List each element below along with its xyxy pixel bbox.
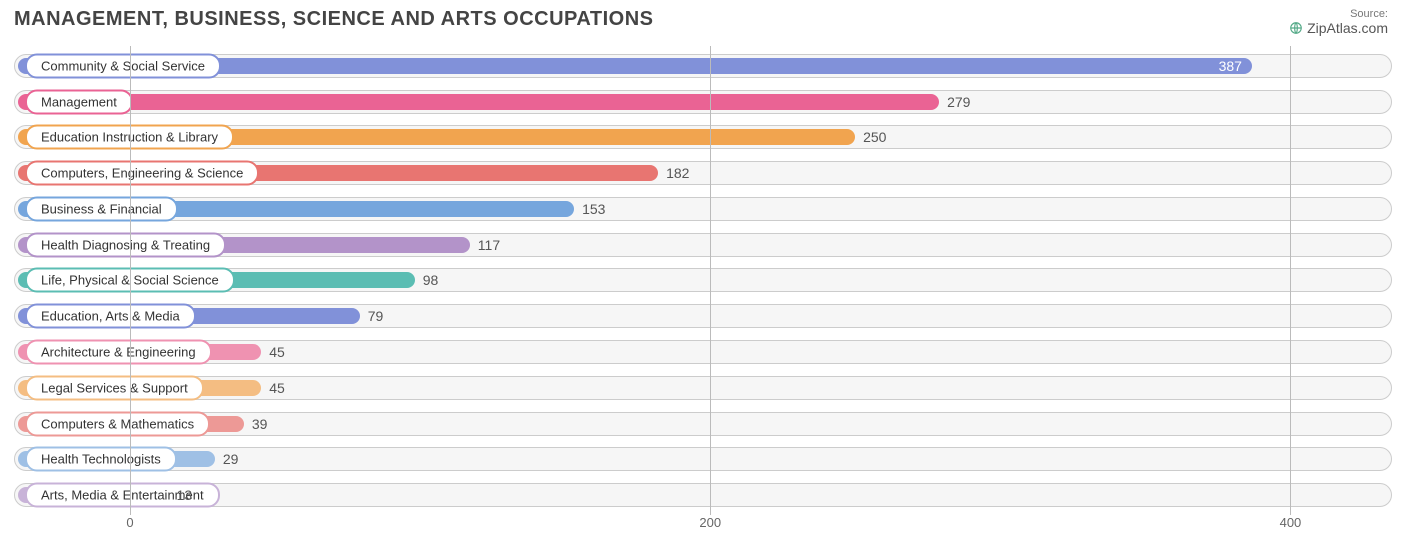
bar-value: 45 xyxy=(269,380,285,396)
bar-row: Legal Services & Support 45 xyxy=(14,374,1392,402)
bar-value: 13 xyxy=(177,487,193,503)
bar-track: Health Diagnosing & Treating 117 xyxy=(14,233,1392,257)
bar-rows: Community & Social Service 387 Management 2… xyxy=(14,46,1392,515)
bar-track: Legal Services & Support 45 xyxy=(14,376,1392,400)
bar-value: 182 xyxy=(666,165,689,181)
bar-row: Arts, Media & Entertainment13 xyxy=(14,481,1392,509)
bar-row: Life, Physical & Social Science98 xyxy=(14,266,1392,294)
globe-icon xyxy=(1289,21,1303,35)
gridline xyxy=(710,46,711,515)
bar-row: Education, Arts & Media 79 xyxy=(14,302,1392,330)
bar-row: Education Instruction & Library250 xyxy=(14,123,1392,151)
bar-value: 98 xyxy=(423,272,439,288)
x-axis: 0 200 400 xyxy=(14,515,1392,535)
x-tick: 200 xyxy=(699,515,721,530)
source-attribution: Source: ZipAtlas.com xyxy=(1289,8,1388,38)
bar-value: 117 xyxy=(478,237,500,253)
bar-label-pill: Health Technologists xyxy=(25,447,177,472)
bar-value: 387 xyxy=(1219,58,1242,74)
bar-row: Business & Financial 153 xyxy=(14,195,1392,223)
bar-label-pill: Business & Financial xyxy=(25,196,178,221)
bar-track: Management 279 xyxy=(14,90,1392,114)
bar-row: Computers, Engineering & Science 182 xyxy=(14,159,1392,187)
source-label: Source: xyxy=(1289,8,1388,20)
bar-track: Education, Arts & Media 79 xyxy=(14,304,1392,328)
chart: Community & Social Service 387 Management 2… xyxy=(14,46,1392,535)
source-name: ZipAtlas.com xyxy=(1307,20,1388,36)
bar-value: 153 xyxy=(582,201,605,217)
bar-track: Computers, Engineering & Science 182 xyxy=(14,161,1392,185)
bar-label-pill: Architecture & Engineering xyxy=(25,340,212,365)
chart-title: MANAGEMENT, BUSINESS, SCIENCE AND ARTS O… xyxy=(14,8,653,31)
x-tick: 0 xyxy=(126,515,133,530)
bar-row: Management 279 xyxy=(14,88,1392,116)
header: MANAGEMENT, BUSINESS, SCIENCE AND ARTS O… xyxy=(0,0,1406,42)
bar-row: Health Diagnosing & Treating 117 xyxy=(14,231,1392,259)
bar-label-pill: Community & Social Service xyxy=(25,53,221,78)
bar-value: 279 xyxy=(947,94,970,110)
bar-label-pill: Computers, Engineering & Science xyxy=(25,161,259,186)
bar-track: Community & Social Service 387 xyxy=(14,54,1392,78)
bar-track: Computers & Mathematics 39 xyxy=(14,412,1392,436)
source-logo: ZipAtlas.com xyxy=(1289,20,1388,36)
bar-value: 79 xyxy=(368,308,384,324)
bar-label-pill: Computers & Mathematics xyxy=(25,411,210,436)
bar-value: 29 xyxy=(223,451,239,467)
bar-row: Health Technologists 29 xyxy=(14,445,1392,473)
gridline xyxy=(130,46,131,515)
bar-value: 39 xyxy=(252,416,268,432)
bar-track: Life, Physical & Social Science98 xyxy=(14,268,1392,292)
bar-track: Architecture & Engineering 45 xyxy=(14,340,1392,364)
bar-track: Education Instruction & Library250 xyxy=(14,125,1392,149)
x-tick: 400 xyxy=(1280,515,1302,530)
bar-value: 250 xyxy=(863,129,886,145)
bar-row: Community & Social Service 387 xyxy=(14,52,1392,80)
plot-area: Community & Social Service 387 Management 2… xyxy=(14,46,1392,515)
bar-fill xyxy=(18,94,939,110)
bar-row: Architecture & Engineering 45 xyxy=(14,338,1392,366)
bar-value: 45 xyxy=(269,344,285,360)
bar-label-pill: Management xyxy=(25,89,133,114)
bar-row: Computers & Mathematics 39 xyxy=(14,410,1392,438)
bar-label-pill: Health Diagnosing & Treating xyxy=(25,232,226,257)
gridline xyxy=(1290,46,1291,515)
bar-track: Arts, Media & Entertainment13 xyxy=(14,483,1392,507)
bar-label-pill: Education, Arts & Media xyxy=(25,304,196,329)
bar-track: Health Technologists 29 xyxy=(14,447,1392,471)
bar-label-pill: Legal Services & Support xyxy=(25,375,204,400)
bar-track: Business & Financial 153 xyxy=(14,197,1392,221)
